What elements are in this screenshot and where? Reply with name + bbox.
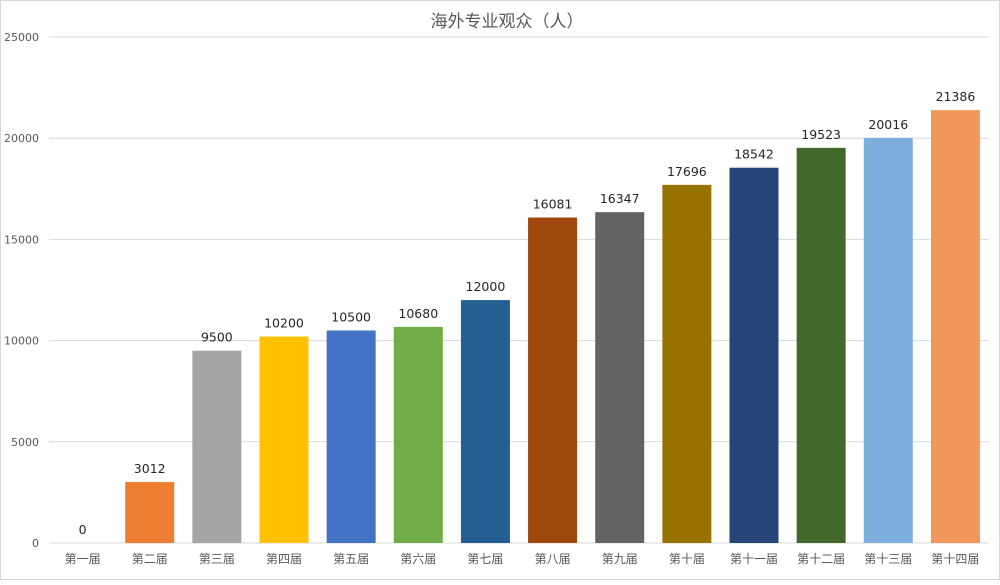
bar	[528, 217, 578, 543]
data-labels: 0 3012 9500 10200 10500 10680 12000 16081 16347 1…	[79, 89, 976, 537]
y-tick-label: 10000	[4, 335, 39, 348]
y-tick-label: 20000	[4, 132, 39, 145]
x-tick-label: 第十四届	[931, 552, 979, 566]
bar	[930, 110, 980, 543]
bar	[259, 336, 309, 543]
x-tick-label: 第十届	[669, 552, 705, 566]
x-tick-label: 第五届	[333, 552, 369, 566]
data-label: 10680	[398, 306, 438, 321]
bar	[192, 350, 242, 543]
y-tick-label: 5000	[11, 436, 39, 449]
bar	[125, 482, 175, 543]
x-tick-label: 第九届	[602, 552, 638, 566]
data-label: 0	[79, 522, 87, 537]
bar	[393, 326, 443, 543]
x-tick-label: 第七届	[467, 552, 503, 566]
x-tick-label: 第二届	[132, 552, 168, 566]
x-tick-label: 第四届	[266, 552, 302, 566]
data-label: 17696	[667, 164, 707, 179]
data-label: 21386	[936, 89, 976, 104]
x-tick-label: 第六届	[400, 552, 436, 566]
data-label: 12000	[466, 279, 506, 294]
bar	[595, 212, 645, 543]
bar	[460, 300, 510, 543]
data-label: 20016	[868, 117, 908, 132]
chart-title: 海外专业观众（人）	[431, 12, 584, 32]
gridlines	[49, 36, 989, 544]
bars	[125, 110, 980, 544]
bar	[326, 330, 376, 543]
y-tick-label: 0	[32, 537, 39, 550]
y-tick-label: 25000	[4, 31, 39, 44]
data-label: 10500	[331, 309, 371, 324]
data-label: 19523	[801, 127, 841, 142]
bar	[863, 137, 913, 543]
x-tick-label: 第三届	[199, 552, 235, 566]
data-label: 10200	[264, 316, 304, 331]
bar	[796, 147, 846, 543]
x-tick-label: 第一届	[65, 552, 101, 566]
x-tick-label: 第十一届	[730, 552, 778, 566]
x-axis-ticks: 第一届 第二届 第三届 第四届 第五届 第六届 第七届 第八届 第九届 第十届 第十一届 第十二届 第十…	[65, 552, 980, 566]
x-tick-label: 第十二届	[797, 552, 845, 566]
data-label: 16347	[600, 191, 640, 206]
x-tick-label: 第八届	[535, 552, 571, 566]
y-tick-label: 15000	[4, 233, 39, 246]
data-label: 18542	[734, 147, 774, 162]
data-label: 16081	[533, 197, 573, 212]
y-axis-ticks: 0 5000 10000 15000 20000 25000	[4, 31, 39, 550]
data-label: 9500	[201, 330, 233, 345]
bar	[729, 167, 779, 544]
bar	[662, 184, 712, 544]
x-tick-label: 第十三届	[864, 552, 912, 566]
data-label: 3012	[134, 461, 166, 476]
